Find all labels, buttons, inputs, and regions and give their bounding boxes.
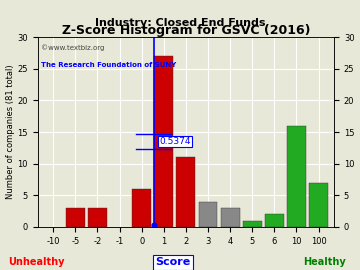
Text: Score: Score bbox=[155, 257, 190, 267]
Bar bbox=[309, 183, 328, 227]
Bar bbox=[66, 208, 85, 227]
Bar bbox=[154, 56, 173, 227]
Text: Healthy: Healthy bbox=[303, 257, 345, 267]
Bar bbox=[199, 201, 217, 227]
Title: Z-Score Histogram for GSVC (2016): Z-Score Histogram for GSVC (2016) bbox=[62, 25, 310, 38]
Bar bbox=[88, 208, 107, 227]
Bar bbox=[243, 221, 262, 227]
Text: Unhealthy: Unhealthy bbox=[8, 257, 64, 267]
Bar bbox=[287, 126, 306, 227]
Bar bbox=[176, 157, 195, 227]
Bar bbox=[221, 208, 239, 227]
Text: ©www.textbiz.org: ©www.textbiz.org bbox=[41, 45, 104, 52]
Y-axis label: Number of companies (81 total): Number of companies (81 total) bbox=[5, 65, 14, 199]
Text: The Research Foundation of SUNY: The Research Foundation of SUNY bbox=[41, 62, 176, 68]
Bar bbox=[265, 214, 284, 227]
Bar bbox=[132, 189, 151, 227]
Text: Industry: Closed End Funds: Industry: Closed End Funds bbox=[95, 18, 265, 28]
Text: 0.5374: 0.5374 bbox=[159, 137, 190, 146]
